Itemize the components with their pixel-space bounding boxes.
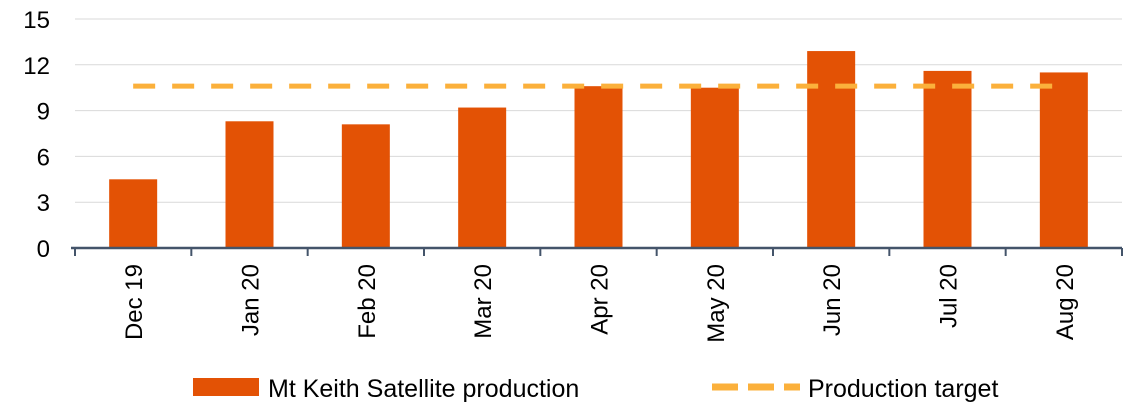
x-category-label: Apr 20	[587, 264, 614, 335]
production-bar	[574, 86, 623, 248]
y-tick-label: 6	[37, 144, 50, 171]
production-bars	[109, 51, 1088, 249]
legend: Mt Keith Satellite production Production…	[193, 375, 998, 403]
production-bar	[341, 124, 390, 248]
production-bar	[225, 121, 274, 248]
legend-swatch-production	[193, 378, 259, 396]
y-tick-label: 9	[37, 99, 50, 126]
x-category-label: May 20	[703, 264, 730, 343]
production-bar	[109, 179, 158, 248]
x-category-label: Feb 20	[354, 264, 381, 339]
x-category-label: Aug 20	[1052, 264, 1079, 340]
x-category-label: Jun 20	[819, 264, 846, 336]
y-tick-label: 15	[23, 7, 50, 34]
y-tick-label: 0	[37, 236, 50, 263]
y-tick-label: 3	[37, 190, 50, 217]
x-category-label: Mar 20	[470, 264, 497, 339]
y-tick-label: 12	[23, 53, 50, 80]
production-bar	[807, 51, 856, 249]
production-bar	[1039, 72, 1088, 248]
production-bar	[923, 70, 972, 248]
production-bar	[690, 87, 739, 248]
x-category-label: Jul 20	[936, 264, 963, 328]
y-axis-ticks: 0 3 6 9 12 15	[23, 7, 50, 263]
x-category-label: Dec 19	[121, 264, 148, 340]
legend-label-target: Production target	[808, 375, 998, 403]
x-axis-category-labels: Dec 19 Jan 20 Feb 20 Mar 20 Apr 20 May 20 Jun …	[121, 264, 1079, 343]
x-category-label: Jan 20	[238, 264, 265, 336]
x-axis	[71, 246, 1123, 256]
production-bar	[458, 107, 507, 249]
legend-label-production: Mt Keith Satellite production	[268, 375, 579, 403]
